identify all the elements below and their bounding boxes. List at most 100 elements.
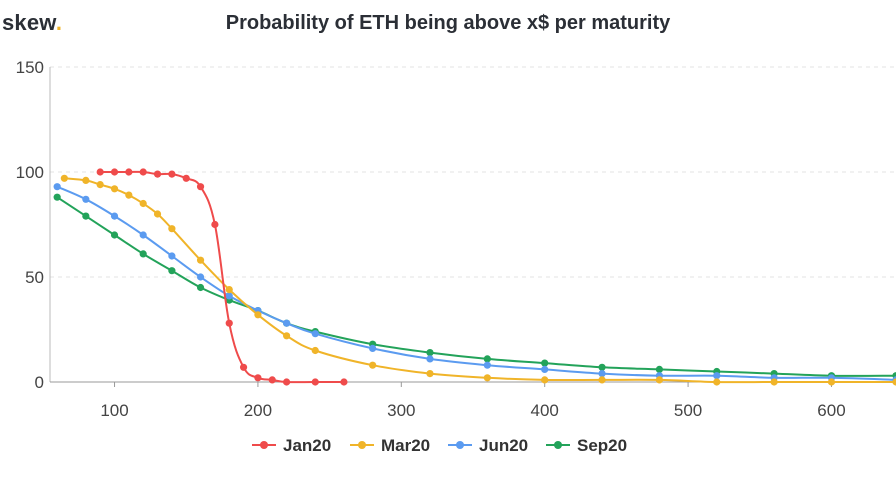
x-tick-label: 400: [531, 401, 559, 420]
data-point-sep20[interactable]: [483, 355, 491, 363]
x-tick-label: 500: [674, 401, 702, 420]
data-point-mar20[interactable]: [225, 286, 233, 294]
data-point-mar20[interactable]: [827, 378, 836, 386]
data-point-mar20[interactable]: [60, 174, 68, 182]
data-point-jun20[interactable]: [483, 361, 491, 369]
data-point-mar20[interactable]: [254, 311, 262, 319]
data-point-sep20[interactable]: [82, 212, 90, 220]
legend-marker-jan20: [260, 441, 268, 449]
data-point-jun20[interactable]: [541, 365, 549, 373]
data-point-jan20[interactable]: [254, 374, 262, 382]
legend-item-mar20[interactable]: Mar20: [350, 436, 430, 455]
data-point-jan20[interactable]: [282, 378, 291, 386]
series-mar20: [60, 174, 896, 386]
data-point-jan20[interactable]: [168, 170, 176, 178]
data-point-jan20[interactable]: [268, 376, 276, 384]
data-point-mar20[interactable]: [770, 378, 778, 386]
data-point-sep20[interactable]: [541, 359, 549, 367]
chart-title: Probability of ETH being above x$ per ma…: [225, 12, 671, 34]
data-point-jan20[interactable]: [340, 378, 348, 386]
legend-label-mar20: Mar20: [381, 436, 430, 455]
data-point-mar20[interactable]: [713, 378, 721, 386]
data-point-sep20[interactable]: [110, 231, 119, 239]
data-point-sep20[interactable]: [426, 349, 434, 357]
data-point-jun20[interactable]: [139, 231, 147, 239]
data-point-jun20[interactable]: [168, 252, 176, 260]
data-point-sep20[interactable]: [655, 365, 664, 373]
series-sep20: [53, 193, 896, 380]
legend-item-jan20[interactable]: Jan20: [252, 436, 331, 455]
data-point-jan20[interactable]: [125, 168, 133, 176]
legend-label-jun20: Jun20: [479, 436, 528, 455]
brand-logo: skew.: [2, 10, 62, 36]
data-point-jan20[interactable]: [139, 168, 147, 176]
data-point-mar20[interactable]: [426, 370, 434, 378]
data-point-jun20[interactable]: [282, 319, 291, 327]
x-tick-label: 300: [387, 401, 415, 420]
legend-item-jun20[interactable]: Jun20: [448, 436, 528, 455]
data-point-sep20[interactable]: [168, 267, 176, 275]
data-point-jun20[interactable]: [82, 195, 90, 203]
data-point-jan20[interactable]: [311, 378, 319, 386]
y-tick-label: 100: [16, 163, 44, 182]
data-point-sep20[interactable]: [196, 283, 205, 292]
brand-name: skew: [2, 10, 56, 35]
series-line-sep20: [56, 196, 896, 377]
data-point-jun20[interactable]: [369, 344, 377, 352]
data-point-mar20[interactable]: [483, 374, 491, 382]
data-point-mar20[interactable]: [96, 181, 104, 189]
data-point-jan20[interactable]: [196, 183, 205, 191]
data-point-mar20[interactable]: [153, 210, 162, 218]
x-tick-label: 600: [817, 401, 845, 420]
data-point-mar20[interactable]: [282, 332, 291, 340]
data-point-mar20[interactable]: [541, 376, 549, 384]
data-point-jun20[interactable]: [53, 183, 61, 191]
data-point-jan20[interactable]: [96, 168, 104, 176]
data-point-jun20[interactable]: [225, 292, 233, 300]
data-point-mar20[interactable]: [168, 225, 176, 233]
data-point-jan20[interactable]: [239, 363, 248, 371]
data-point-jun20[interactable]: [311, 330, 319, 338]
data-point-mar20[interactable]: [311, 346, 319, 355]
series-jun20: [53, 183, 896, 384]
data-point-jan20[interactable]: [182, 174, 190, 182]
legend-label-jan20: Jan20: [283, 436, 331, 455]
data-point-sep20[interactable]: [53, 193, 61, 201]
data-point-jan20[interactable]: [153, 170, 162, 178]
legend-marker-jun20: [456, 441, 464, 449]
y-tick-label: 150: [16, 58, 44, 77]
legend-marker-sep20: [554, 441, 562, 449]
grid-lines: [50, 66, 896, 278]
y-tick-label: 0: [35, 373, 44, 392]
data-point-mar20[interactable]: [139, 199, 147, 208]
data-point-sep20[interactable]: [598, 363, 606, 371]
series-line-jan20: [100, 170, 344, 384]
legend: Jan20 Mar20 Jun20 Sep20: [252, 436, 627, 455]
data-point-mar20[interactable]: [655, 376, 664, 384]
data-point-jan20[interactable]: [110, 168, 119, 176]
y-tick-label: 50: [25, 268, 44, 287]
data-point-jun20[interactable]: [598, 370, 606, 378]
legend-item-sep20[interactable]: Sep20: [546, 436, 627, 455]
data-point-sep20[interactable]: [139, 250, 147, 258]
data-point-jun20[interactable]: [196, 273, 205, 281]
data-point-mar20[interactable]: [598, 376, 606, 384]
series-line-jun20: [56, 185, 896, 381]
data-point-mar20[interactable]: [125, 191, 133, 199]
data-point-mar20[interactable]: [369, 361, 377, 369]
data-point-jan20[interactable]: [225, 319, 233, 327]
data-point-jun20[interactable]: [110, 212, 119, 220]
data-point-mar20[interactable]: [892, 378, 896, 386]
data-point-jan20[interactable]: [211, 220, 219, 229]
x-tick-label: 100: [100, 401, 128, 420]
legend-label-sep20: Sep20: [577, 436, 627, 455]
brand-dot: .: [55, 10, 63, 35]
data-point-mar20[interactable]: [82, 176, 90, 184]
series-layer: [53, 168, 896, 386]
data-point-jun20[interactable]: [713, 372, 721, 380]
data-point-mar20[interactable]: [196, 256, 205, 264]
series-jan20: [96, 168, 348, 386]
data-point-jun20[interactable]: [426, 355, 434, 363]
data-point-mar20[interactable]: [110, 185, 119, 193]
